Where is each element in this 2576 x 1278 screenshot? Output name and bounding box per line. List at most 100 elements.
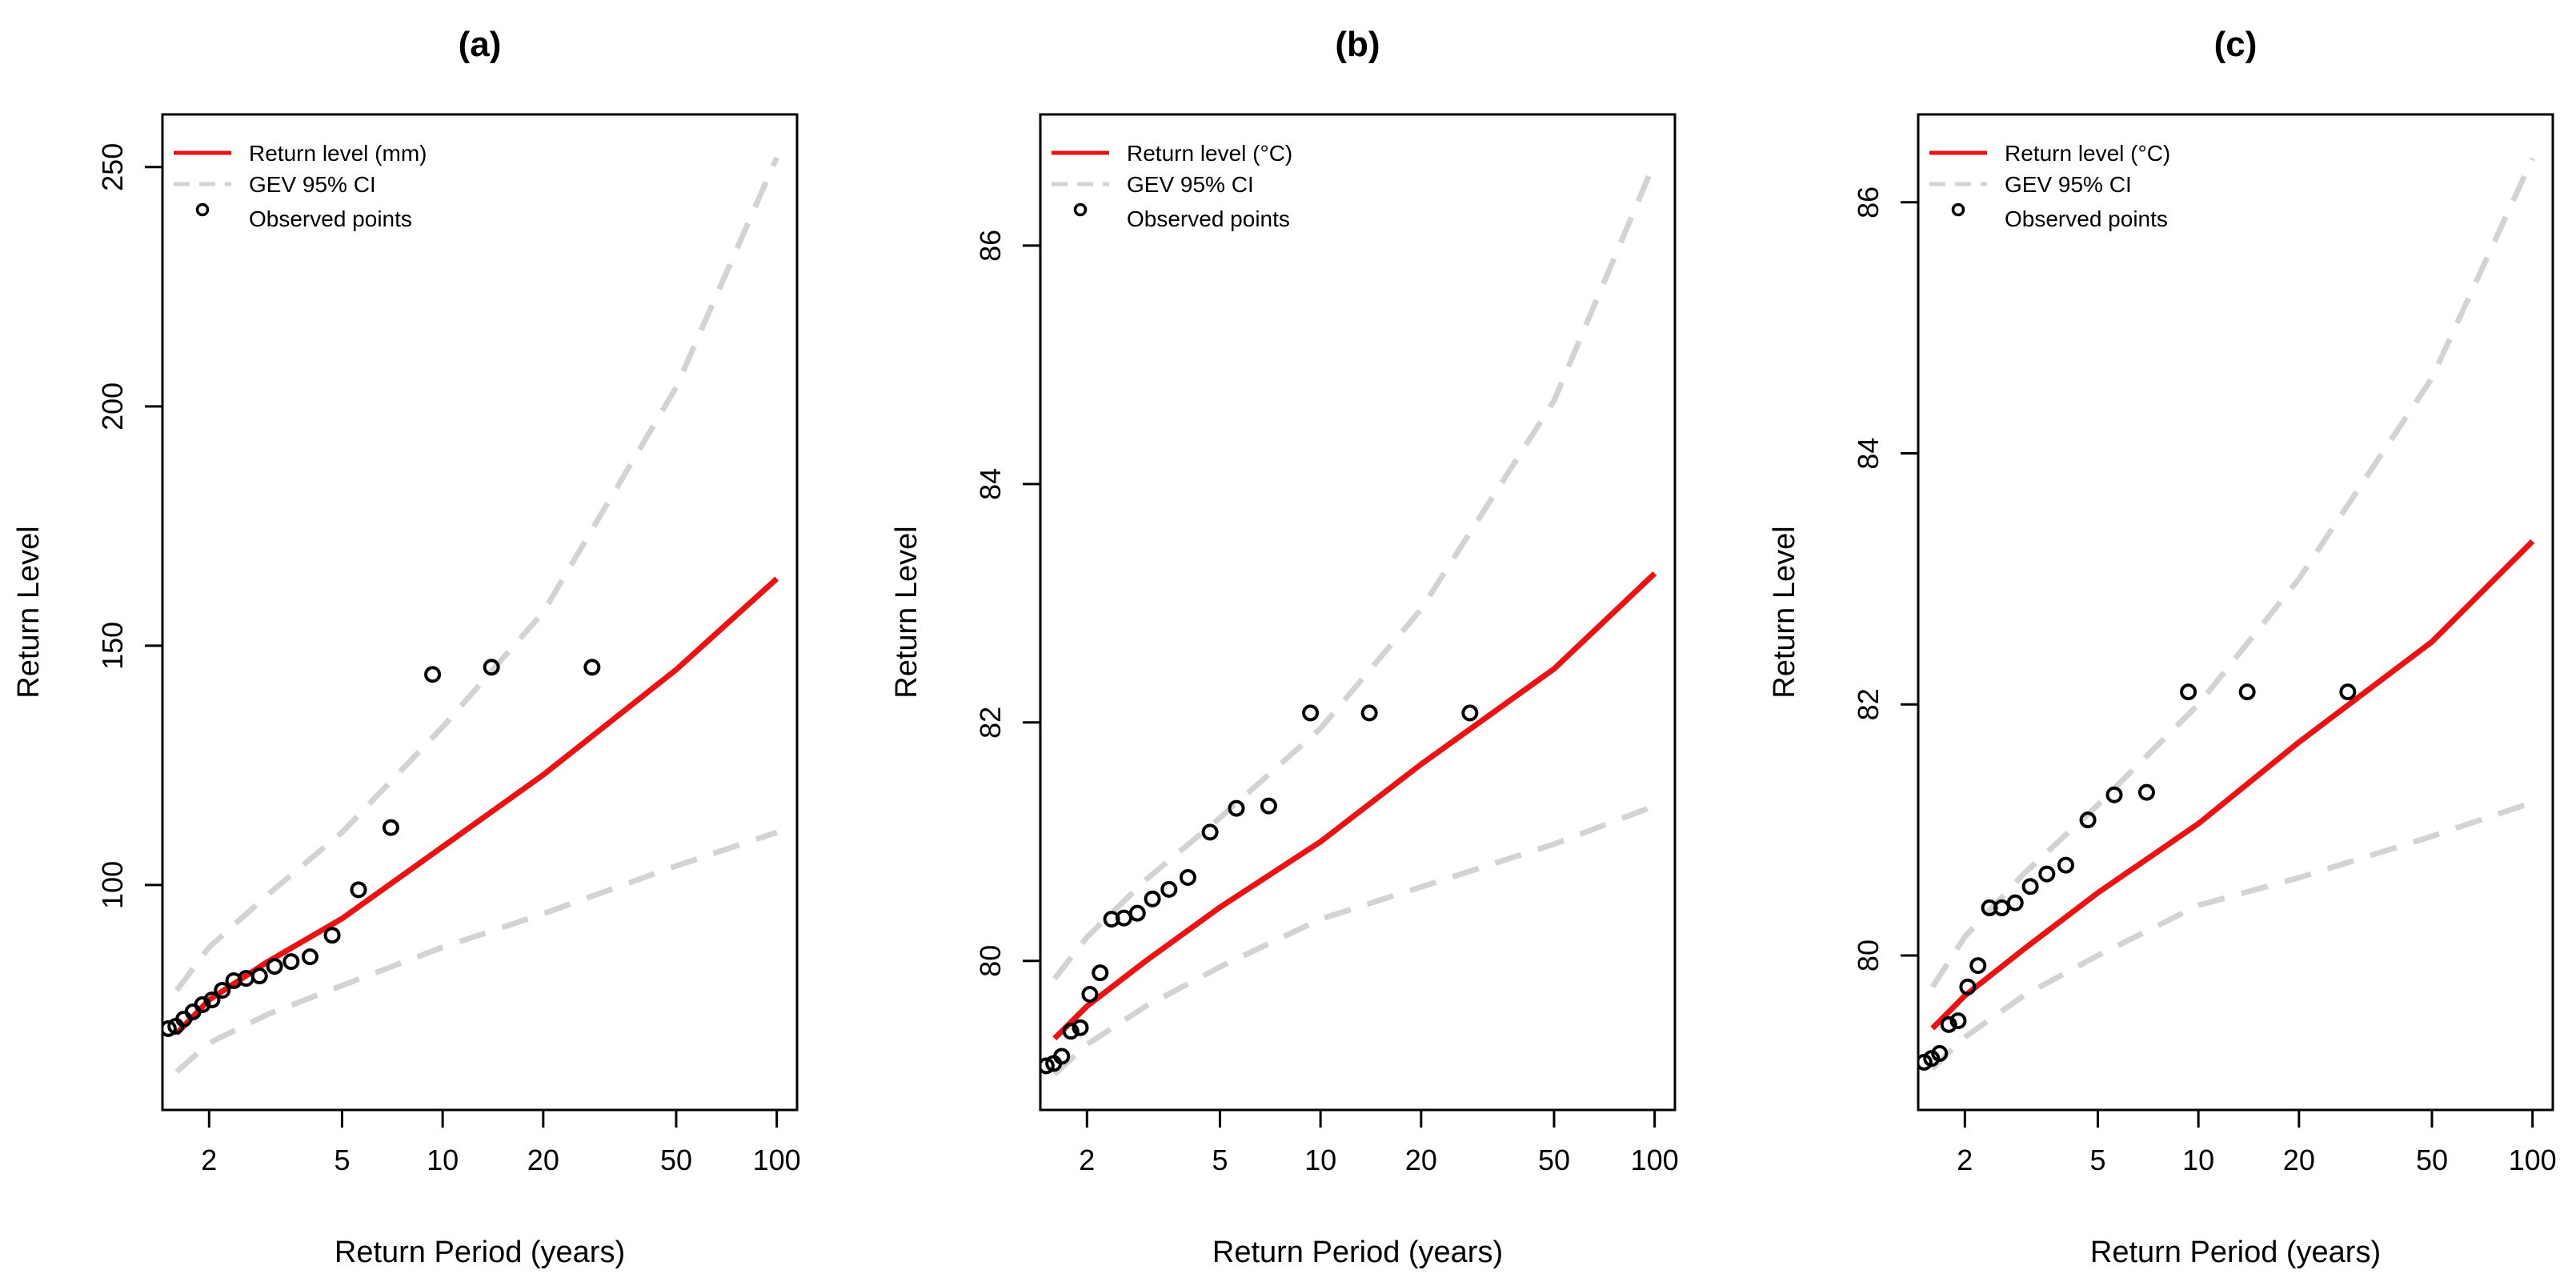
observed-point xyxy=(2339,683,2357,701)
panel-title: (a) xyxy=(459,25,502,64)
y-tick-label: 86 xyxy=(974,230,1007,262)
observed-point xyxy=(162,1020,177,1037)
y-axis-label: Return Level xyxy=(1768,526,1801,698)
plot-frame xyxy=(161,113,799,1112)
legend-observed-swatch xyxy=(1073,202,1088,217)
legend-ci-label: GEV 95% CI xyxy=(2005,172,2132,197)
ci-upper-line xyxy=(1929,157,2535,989)
observed-point xyxy=(1053,1048,1071,1065)
legend-return-level-label: Return level (mm) xyxy=(249,141,427,166)
observed-point xyxy=(2038,865,2056,883)
plot-frame xyxy=(1917,113,2554,1112)
ci-upper-line xyxy=(174,156,779,992)
panel-title: (c) xyxy=(2214,25,2258,64)
y-tick-label: 84 xyxy=(1852,438,1885,470)
y-tick-label: 86 xyxy=(1852,186,1885,218)
y-tick-label: 80 xyxy=(974,945,1007,977)
legend-observed-swatch xyxy=(195,202,210,217)
x-tick-label: 100 xyxy=(1631,1144,1679,1176)
legend-observed-label: Observed points xyxy=(2005,206,2168,231)
observed-point xyxy=(1072,1019,1089,1036)
ci-lower-line xyxy=(1930,799,2534,1071)
observed-point xyxy=(282,953,300,971)
chart-panel-2: (b) 2 5 10 20 50 100 80 82 84 86 Return Period (yea… xyxy=(890,25,1679,1269)
x-tick-label: 5 xyxy=(2089,1144,2105,1176)
observed-point xyxy=(2105,786,2123,803)
observed-point xyxy=(1969,957,1987,975)
observed-point xyxy=(1201,823,1219,841)
plot-frame xyxy=(1039,113,1677,1112)
observed-point xyxy=(1931,1044,1949,1062)
observed-point xyxy=(1062,1023,1080,1040)
x-axis-label: Return Period (years) xyxy=(2090,1236,2381,1269)
observed-point xyxy=(2238,683,2256,701)
x-tick-label: 10 xyxy=(427,1144,459,1176)
y-axis: 100 150 200 250 xyxy=(96,143,162,909)
x-tick-label: 10 xyxy=(2182,1144,2214,1176)
legend-return-level-label: Return level (°C) xyxy=(1127,141,1292,166)
observed-point xyxy=(350,881,367,899)
x-tick-label: 20 xyxy=(2283,1144,2315,1176)
x-axis: 2 5 10 20 50 100 xyxy=(201,1110,801,1176)
ci-lower-line xyxy=(1052,803,1656,1076)
observed-point xyxy=(2180,683,2197,701)
y-tick-label: 150 xyxy=(96,622,129,670)
x-axis: 2 5 10 20 50 100 xyxy=(1957,1110,2557,1176)
x-tick-label: 10 xyxy=(1304,1144,1336,1176)
observed-point xyxy=(1092,964,1109,982)
observed-point xyxy=(1040,1057,1055,1075)
observed-point xyxy=(2021,878,2039,895)
y-tick-label: 200 xyxy=(96,383,129,431)
plot-area xyxy=(162,156,779,1074)
chart-panel-3: (c) 2 5 10 20 50 100 80 82 84 86 Return Period (yea… xyxy=(1768,25,2557,1269)
x-tick-label: 50 xyxy=(1538,1144,1570,1176)
observed-point xyxy=(301,948,318,966)
x-tick-label: 20 xyxy=(527,1144,559,1176)
legend-ci-label: GEV 95% CI xyxy=(1127,172,1254,197)
observed-point xyxy=(1959,978,1977,996)
x-axis-label: Return Period (years) xyxy=(335,1236,625,1269)
x-axis: 2 5 10 20 50 100 xyxy=(1079,1110,1679,1176)
x-tick-label: 50 xyxy=(660,1144,692,1176)
legend: Return level (mm) GEV 95% CI Observed poin… xyxy=(174,141,427,231)
observed-point xyxy=(1228,799,1245,817)
x-tick-label: 2 xyxy=(201,1144,217,1176)
x-tick-label: 5 xyxy=(334,1144,350,1176)
y-axis-label: Return Level xyxy=(12,526,46,698)
y-axis: 80 82 84 86 xyxy=(974,230,1040,977)
legend-observed-label: Observed points xyxy=(1127,206,1290,231)
return-level-line xyxy=(1052,571,1657,1041)
y-tick-label: 82 xyxy=(1852,688,1885,720)
x-tick-label: 50 xyxy=(2416,1144,2448,1176)
x-axis-label: Return Period (years) xyxy=(1212,1236,1503,1269)
plot-area xyxy=(1040,161,1657,1076)
x-tick-label: 2 xyxy=(1957,1144,1973,1176)
return-level-line xyxy=(1930,539,2535,1031)
observed-point xyxy=(203,991,221,1008)
y-tick-label: 80 xyxy=(1852,939,1885,972)
y-tick-label: 100 xyxy=(96,861,129,909)
observed-point xyxy=(323,927,341,944)
observed-point xyxy=(1081,985,1099,1003)
observed-point xyxy=(583,659,601,676)
legend: Return level (°C) GEV 95% CI Observed poin… xyxy=(1929,141,2170,231)
x-tick-label: 5 xyxy=(1212,1144,1228,1176)
observed-point xyxy=(382,819,399,836)
ci-upper-line xyxy=(1052,161,1657,981)
x-tick-label: 100 xyxy=(2509,1144,2557,1176)
observed-point xyxy=(424,666,442,683)
observed-point xyxy=(483,659,500,676)
y-axis-label: Return Level xyxy=(890,526,923,698)
x-tick-label: 2 xyxy=(1079,1144,1095,1176)
observed-point xyxy=(1360,704,1378,722)
plot-area xyxy=(1918,157,2535,1071)
y-tick-label: 84 xyxy=(974,468,1007,500)
legend: Return level (°C) GEV 95% CI Observed poin… xyxy=(1052,141,1292,231)
legend-observed-label: Observed points xyxy=(249,206,412,231)
panel-title: (b) xyxy=(1335,25,1380,64)
x-tick-label: 100 xyxy=(753,1144,801,1176)
observed-point xyxy=(266,958,283,976)
y-axis: 80 82 84 86 xyxy=(1852,186,1918,972)
observed-point xyxy=(1949,1012,1967,1030)
